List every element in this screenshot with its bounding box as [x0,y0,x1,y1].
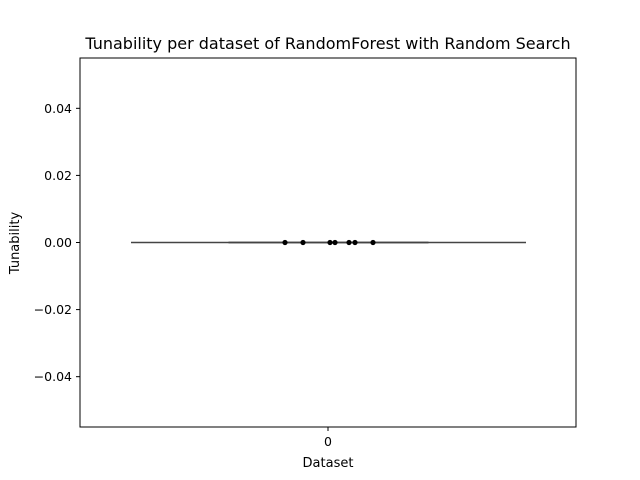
y-tick-label: 0.04 [44,101,72,116]
x-axis-label: Dataset [303,456,354,471]
x-axis: 0 [324,427,332,449]
data-point [332,239,338,246]
y-tick-label: −0.04 [34,369,72,384]
data-point [327,239,333,246]
data-point [282,239,288,246]
x-tick-label: 0 [324,434,332,449]
y-tick-label: 0.00 [44,235,72,250]
y-axis: 0.04 0.02 0.00 −0.02 −0.04 [34,101,80,384]
y-tick-label: 0.02 [44,168,72,183]
y-axis-label: Tunability [8,212,23,276]
data-point [346,239,352,246]
chart-title: Tunability per dataset of RandomForest w… [84,34,570,53]
data-point [352,239,358,246]
data-point [300,239,306,246]
data-point [370,239,376,246]
data-points [282,239,376,246]
y-tick-label: −0.02 [34,302,72,317]
